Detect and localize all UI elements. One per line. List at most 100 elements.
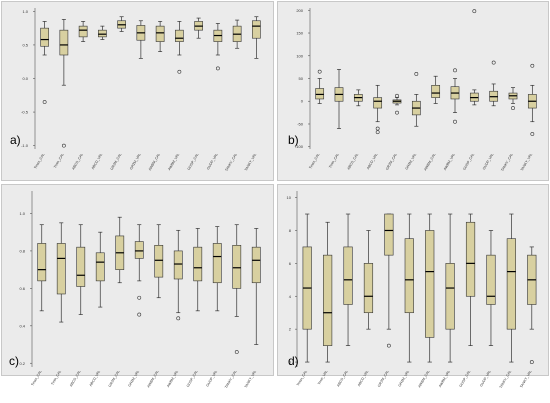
category-label: AWBM_VAL [443,152,456,171]
y-tick-label: 0 [289,360,292,365]
iqr-box [373,97,383,109]
outlier-point [42,100,47,104]
box-plot-5 [384,213,394,348]
category-label: TANKY_CAL [224,369,238,389]
outlier-point [491,60,496,65]
category-label: GR2M_CAL [110,152,123,170]
category-label: GUDP_VAL [205,369,218,387]
category-label: ABCD_CAL [71,152,84,170]
category-label: ABCD_CAL [346,152,359,170]
y-tick-label: 0.4 [19,323,25,328]
box-plot-12 [251,228,261,345]
y-tick-label: 100 [296,53,303,58]
category-label: GUDP_VAL [482,152,495,170]
box-plot-7 [425,213,435,363]
box-plot-8 [445,213,455,363]
box-plot-3 [78,21,88,42]
box-plot-11 [232,19,242,49]
category-label: GR2M_VAL [397,369,410,387]
category-label: Tmax_CAL [308,152,320,169]
category-label: GR2M_CAL [385,152,398,170]
y-tick-label: 4 [289,294,292,299]
category-label: TANKY_CAL [500,152,514,172]
category-label: AWBM_CAL [423,152,436,171]
y-tick-label: -0.5 [21,110,29,115]
box-plot-10 [212,226,222,312]
iqr-box [98,29,107,38]
box-plot-11 [508,87,518,110]
iqr-box [40,27,49,47]
box-plot-3 [76,224,86,315]
outlier-point [375,130,380,135]
box-plot-2 [56,222,66,323]
category-label: ABCD_CAL [336,369,349,387]
y-tick-label: 0.6 [19,286,25,291]
y-tick-label: 2 [289,327,292,332]
box-plot-b-svg: -100 -50 0 50 100 150 200 Tmax_CAL Tmin_CAL ABCD_… [288,8,537,172]
outlier-point [530,63,535,68]
iqr-box [212,243,222,284]
category-label: ABCD_CAL [69,369,82,387]
outlier-point [395,110,399,115]
iqr-box [173,250,183,280]
box-plot-panel-d: 0 2 4 6 8 10 Tmax_CAL Tmin_VAL ABCD_CAL ABCD_VAL G… [277,184,549,389]
box-plot-2 [323,221,333,363]
box-plot-6 [134,224,144,317]
box-plot-c-svg: 0.2 0.4 0.6 0.8 1.0 Tmax_CAL Tmin_CAL ABCD_CAL A… [9,191,261,389]
category-label: GUDP_CAL [459,369,472,387]
y-tick-label: -1.0 [21,143,29,148]
iqr-box [343,246,353,305]
box-plot-6 [136,20,146,59]
box-plot-11 [506,213,516,363]
box-plot-4 [363,230,374,330]
category-label: AWBM_CAL [146,369,159,388]
panel-label: b) [288,133,299,147]
iqr-box [384,213,394,256]
outlier-point [530,132,535,136]
box-plot-8 [173,229,183,321]
box-plot-4 [98,25,107,40]
box-plot-1 [315,69,325,104]
iqr-box [76,246,86,287]
outlier-point [472,9,477,14]
y-tick-label: 0.0 [22,76,28,81]
outlier-point [395,93,399,98]
box-plot-3 [343,213,353,346]
category-label: GUDP_CAL [187,152,200,170]
box-plot-8 [450,68,460,124]
y-tick-label: 1.0 [19,211,25,216]
category-label: ABCD_VAL [366,152,379,170]
box-plot-1 [302,213,312,363]
box-plot-9 [469,9,479,106]
box-plot-10 [213,23,223,71]
iqr-box [193,246,203,282]
category-label: GUDP_VAL [206,152,219,170]
category-label: TANKY_VAL [244,369,257,388]
category-label: Tmin_CAL [53,152,65,168]
category-label: ABCD_VAL [357,369,370,387]
y-tick-label: -100 [295,144,304,149]
category-label: GR2M_VAL [127,369,140,387]
iqr-box [95,252,105,282]
category-label: TANKY_CAL [499,369,513,389]
y-tick-label: -50 [297,121,304,126]
y-tick-label: 6 [289,261,292,266]
iqr-box [252,20,261,39]
panel-label: a) [10,133,21,147]
panel-label: d) [288,354,299,368]
panel-label: c) [9,354,19,368]
category-label: TANKY_CAL [224,152,238,172]
iqr-box [404,238,414,314]
iqr-box [506,238,516,330]
category-label: Tmax_CAL [30,369,42,386]
box-plot-9 [465,213,476,346]
outlier-point [176,316,181,321]
outlier-point [137,312,142,317]
box-plot-7 [154,224,164,299]
box-plot-2 [59,19,69,148]
box-plot-panel-c: 0.2 0.4 0.6 0.8 1.0 Tmax_CAL Tmin_CAL ABCD_CAL A… [1,184,274,389]
iqr-box [425,230,435,338]
category-label: AWBM_CAL [417,369,430,388]
outlier-point [453,68,457,73]
category-label: AWBM_VAL [438,369,451,388]
